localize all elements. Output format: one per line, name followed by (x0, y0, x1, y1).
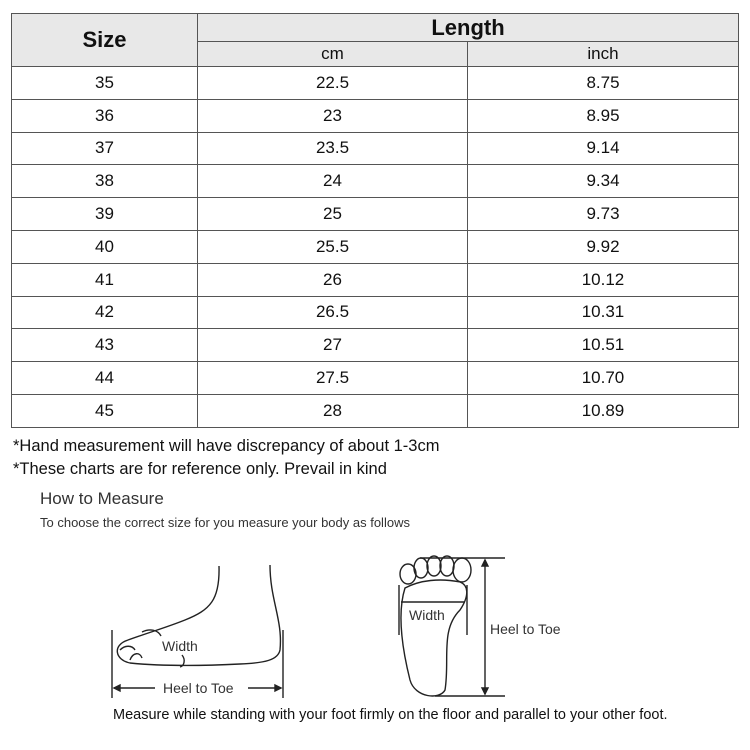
note-reference: *These charts are for reference only. Pr… (13, 460, 387, 478)
side-width-label: Width (162, 638, 198, 654)
cell-cm: 28 (197, 393, 468, 428)
cell-inch: 9.34 (467, 164, 739, 199)
header-cm: cm (197, 41, 468, 67)
cell-cm: 26.5 (197, 295, 468, 330)
cell-cm: 23 (197, 98, 468, 133)
cell-size: 39 (11, 197, 198, 231)
table-row: 43 27 10.51 (11, 328, 739, 363)
side-heel-to-toe-label: Heel to Toe (163, 680, 234, 696)
cell-size: 40 (11, 229, 198, 264)
header-inch: inch (467, 41, 739, 67)
cell-cm: 23.5 (197, 131, 468, 166)
cell-cm: 22.5 (197, 66, 468, 100)
header-size: Size (11, 13, 198, 67)
sole-width-label: Width (409, 607, 445, 623)
sole-foot-illustration (398, 555, 505, 697)
cell-cm: 25 (197, 197, 468, 231)
cell-inch: 8.95 (467, 98, 739, 133)
cell-size: 36 (11, 98, 198, 133)
table-row: 40 25.5 9.92 (11, 229, 739, 264)
table-row: 36 23 8.95 (11, 98, 739, 133)
measure-caption: Measure while standing with your foot fi… (113, 707, 668, 723)
note-discrepancy: *Hand measurement will have discrepancy … (13, 437, 440, 455)
cell-inch: 10.12 (467, 262, 739, 297)
cell-size: 37 (11, 131, 198, 166)
cell-size: 41 (11, 262, 198, 297)
cell-size: 43 (11, 328, 198, 363)
table-row: 35 22.5 8.75 (11, 66, 739, 100)
size-chart-table: Size Length cm inch 35 22.5 8.75 36 23 8.95 37… (11, 13, 739, 428)
how-to-measure-title: How to Measure (40, 489, 164, 508)
how-to-measure-subtitle: To choose the correct size for you measu… (40, 515, 410, 530)
cell-inch: 9.92 (467, 229, 739, 264)
table-row: 45 28 10.89 (11, 393, 739, 428)
cell-cm: 25.5 (197, 229, 468, 264)
cell-size: 45 (11, 393, 198, 428)
table-row: 41 26 10.12 (11, 262, 739, 297)
cell-size: 44 (11, 361, 198, 395)
side-foot-illustration (111, 564, 284, 698)
cell-inch: 10.89 (467, 393, 739, 428)
cell-inch: 8.75 (467, 66, 739, 100)
table-row: 38 24 9.34 (11, 164, 739, 199)
cell-cm: 26 (197, 262, 468, 297)
cell-cm: 27.5 (197, 361, 468, 395)
sole-heel-to-toe-label: Heel to Toe (490, 621, 561, 637)
cell-cm: 24 (197, 164, 468, 199)
header-length: Length (197, 13, 739, 42)
